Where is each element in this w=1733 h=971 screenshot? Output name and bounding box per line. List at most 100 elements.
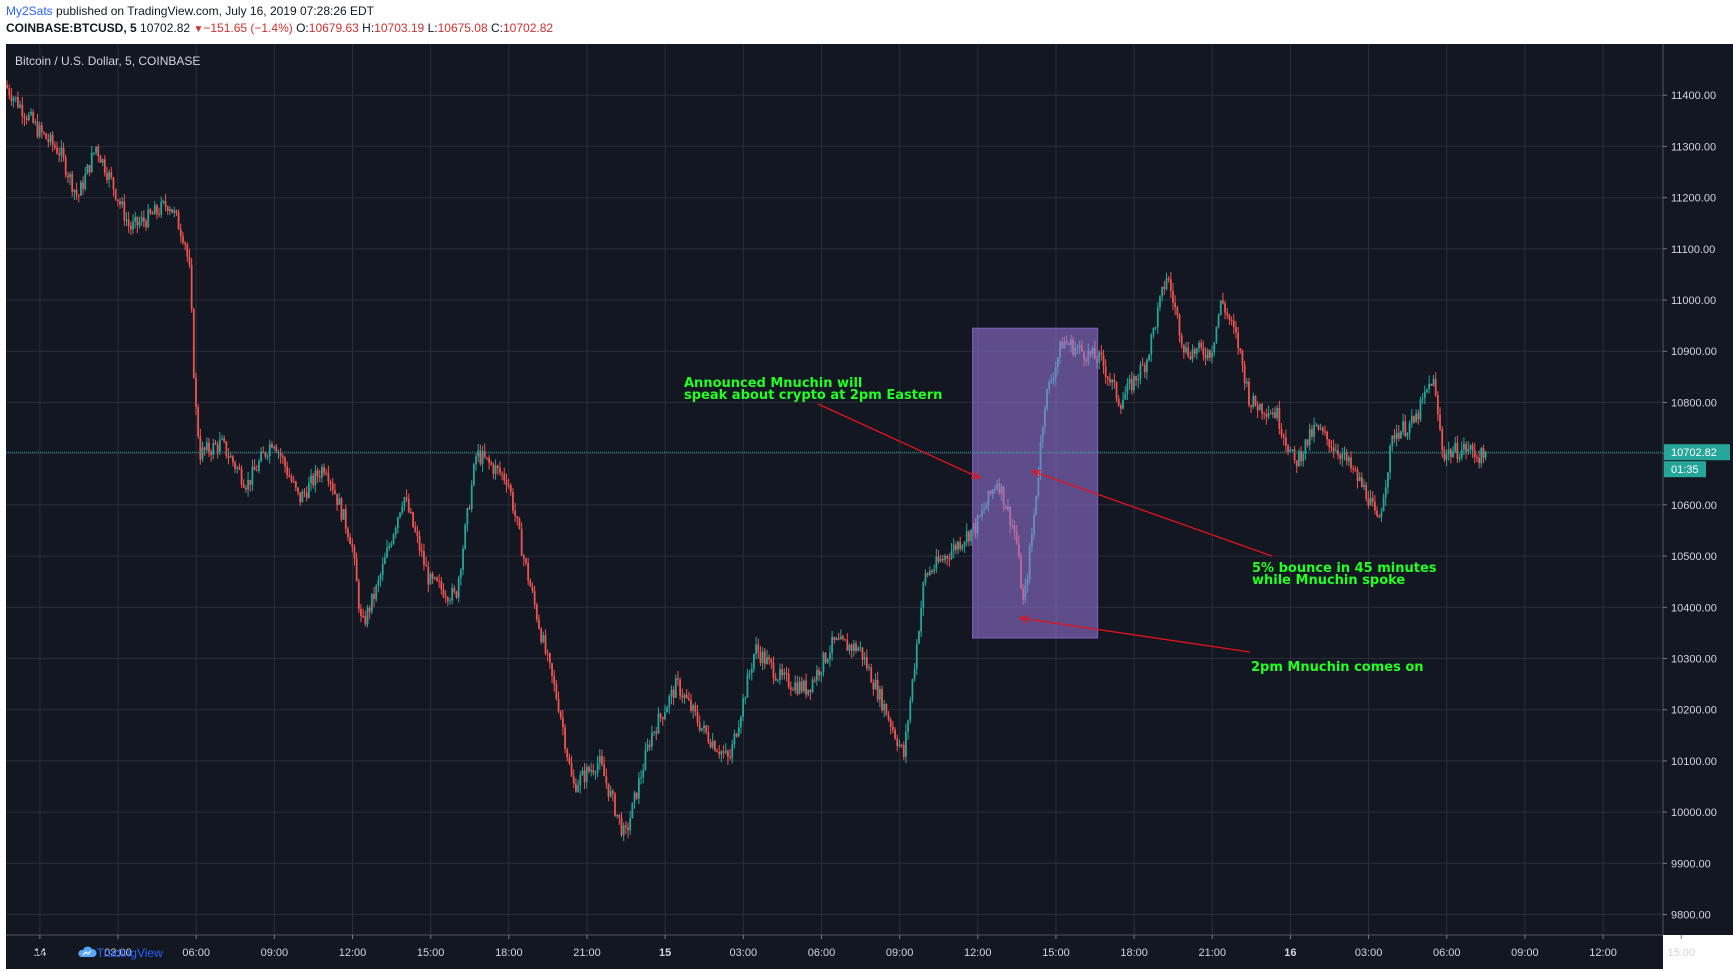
candle-body	[492, 464, 495, 474]
candle-body	[69, 173, 71, 178]
candle-body	[655, 731, 658, 734]
candle-body	[1115, 382, 1118, 399]
candle-body	[913, 668, 916, 680]
candle-body	[336, 493, 338, 505]
candle-body	[555, 684, 558, 699]
candle-body	[136, 216, 139, 226]
note-announce-line2[interactable]: speak about crypto at 2pm Eastern	[684, 388, 942, 403]
price-change: −151.65 (−1.4%)	[203, 21, 293, 35]
candle-body	[208, 442, 210, 453]
candle-body	[210, 452, 213, 455]
annotation-arrows[interactable]	[817, 403, 1273, 653]
candle-body	[1189, 356, 1192, 360]
tradingview-link[interactable]: TradingView	[96, 946, 163, 960]
candle-body	[17, 96, 19, 108]
candle-body	[529, 580, 532, 587]
note-mnuchin-on[interactable]: 2pm Mnuchin comes on	[1251, 660, 1424, 675]
candle-body	[84, 174, 87, 190]
candle-body	[179, 229, 182, 237]
candle-body	[757, 644, 760, 653]
candle-body	[965, 531, 968, 543]
candle-body	[1174, 302, 1177, 308]
candle-body	[1395, 432, 1398, 439]
candle-body	[1324, 431, 1326, 433]
candle-body	[809, 689, 812, 692]
candle-body	[1211, 352, 1213, 358]
candle-body	[53, 144, 56, 148]
candle-body	[1482, 448, 1485, 458]
candle-body	[618, 814, 621, 818]
candle-body	[268, 443, 271, 456]
candle-body	[1261, 403, 1263, 414]
candle-body	[364, 616, 367, 625]
candle-body	[718, 751, 721, 755]
candle-body	[920, 607, 923, 632]
candle-body	[1426, 389, 1428, 392]
note-bounce-line1[interactable]: 5% bounce in 45 minutes	[1252, 561, 1437, 576]
time-axis[interactable]: 14 03:00 06:00 09:00 12:00 15:00 18:00 21:00 15 0…	[6, 934, 1695, 969]
candle-body	[944, 555, 946, 560]
candle-body	[505, 480, 508, 486]
author-link[interactable]: My2Sats	[6, 4, 53, 18]
candle-body	[25, 118, 28, 120]
candle-body	[1111, 380, 1114, 383]
candle-body	[477, 450, 480, 457]
note-announce-line1[interactable]: Announced Mnuchin will	[684, 376, 862, 391]
candle-body	[1148, 354, 1150, 361]
candle-body	[451, 588, 454, 601]
candle-body	[1317, 424, 1320, 430]
candle-body	[192, 309, 195, 378]
candle-body	[338, 498, 341, 505]
candle-body	[931, 571, 933, 573]
last-price: 10702.82	[140, 21, 191, 35]
candle-body	[1434, 378, 1437, 396]
candle-body	[970, 529, 972, 542]
candle-body	[103, 159, 106, 174]
candle-body	[1161, 286, 1164, 297]
candle-body	[594, 772, 597, 774]
candle-body	[73, 189, 76, 192]
candle-body	[1200, 342, 1203, 348]
candle-body	[414, 526, 417, 532]
candle-body	[961, 545, 964, 549]
candle-body	[724, 751, 727, 753]
candle-body	[405, 497, 408, 499]
candle-body	[633, 792, 636, 803]
chart-pane[interactable]	[6, 44, 1666, 935]
candle-body	[807, 689, 810, 695]
candle-body	[14, 96, 17, 99]
candle-body	[1252, 395, 1255, 407]
highlight-box[interactable]	[972, 327, 1099, 639]
candle-body	[670, 689, 673, 697]
candle-body	[585, 767, 588, 782]
note-bounce-line2[interactable]: while Mnuchin spoke	[1252, 573, 1405, 588]
candle-body	[175, 210, 178, 213]
candle-body	[499, 467, 501, 473]
candle-body	[1250, 404, 1253, 407]
candle-body	[950, 550, 953, 559]
candle-body	[659, 713, 662, 718]
price-axis[interactable]: 11400.00 11300.00 11200.00 11100.00 11000.00…	[1662, 44, 1733, 935]
candle-body	[472, 464, 475, 486]
candle-body	[1350, 457, 1352, 469]
candle-body	[1159, 296, 1161, 308]
candle-body	[546, 653, 549, 655]
candle-body	[32, 111, 35, 123]
candle-body	[1308, 429, 1311, 446]
candle-body	[342, 508, 345, 520]
candle-body	[97, 146, 100, 157]
candle-body	[648, 744, 651, 747]
candle-body	[1408, 423, 1411, 434]
candle-body	[1172, 290, 1174, 303]
annotation-notes[interactable]: Announced Mnuchin will speak about crypt…	[684, 376, 1437, 675]
candle-body	[199, 436, 202, 460]
candle-body	[134, 216, 137, 222]
candle-body	[47, 139, 50, 142]
candle-body	[1239, 348, 1242, 351]
candle-body	[147, 209, 150, 228]
candle-body	[357, 581, 360, 609]
candle-body	[731, 744, 734, 758]
candle-body	[1156, 307, 1159, 328]
candle-body	[1282, 435, 1285, 438]
